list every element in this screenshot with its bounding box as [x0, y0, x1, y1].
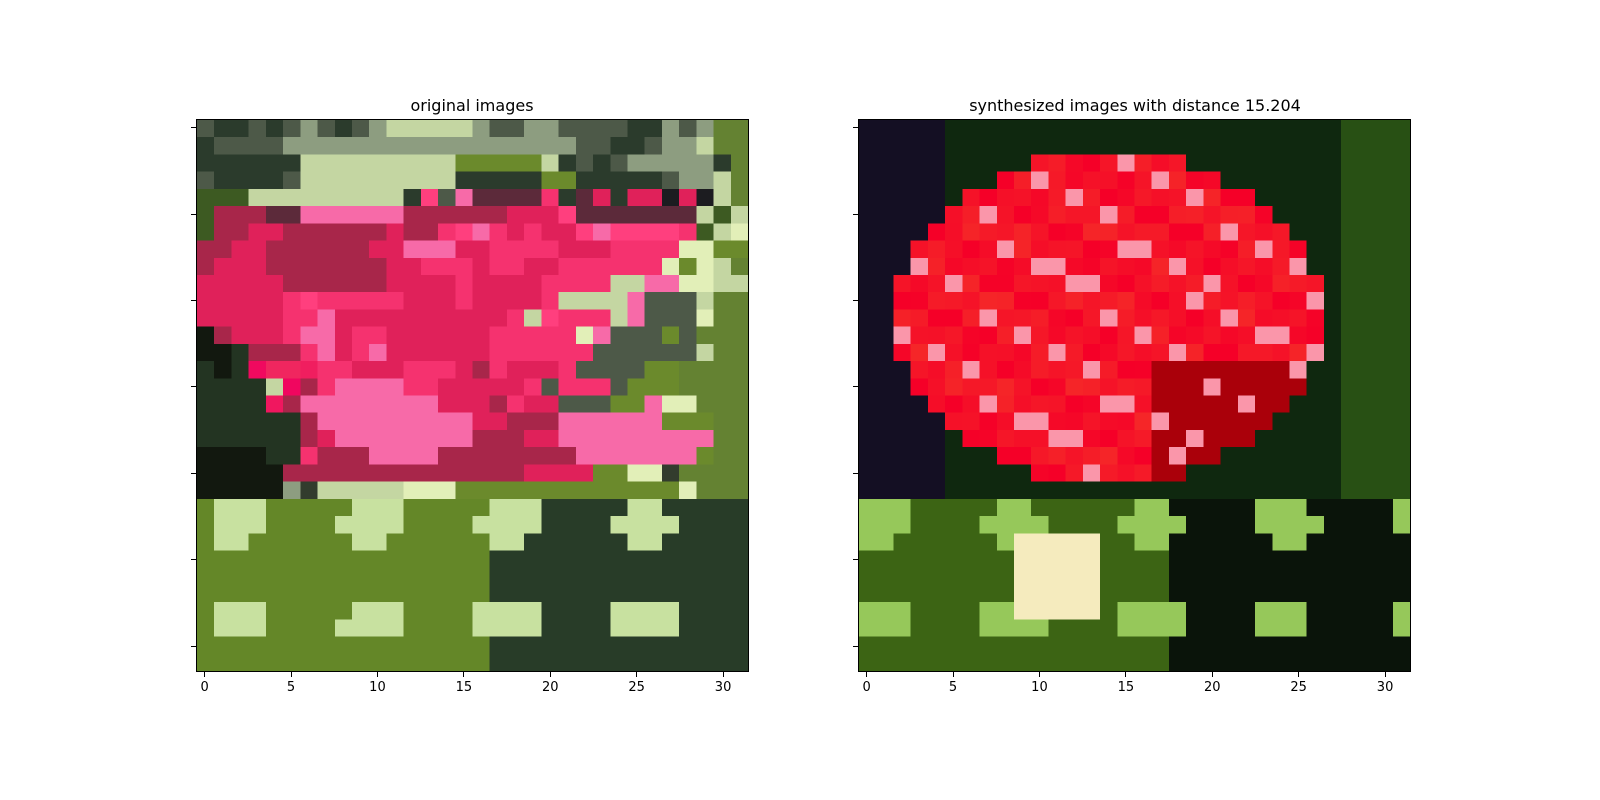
x-tick-label: 30: [1376, 680, 1394, 695]
x-tick-label: 25: [1290, 680, 1307, 695]
y-tick: [191, 213, 196, 215]
y-tick: [853, 127, 858, 129]
x-tick-label: 30: [714, 680, 732, 695]
x-tick-label: 5: [948, 680, 958, 695]
y-tick: [191, 127, 196, 129]
y-tick: [191, 386, 196, 388]
x-tick-label: 0: [200, 680, 209, 695]
x-tick: [636, 672, 638, 677]
y-tick: [853, 213, 858, 215]
x-tick-label: 10: [1031, 680, 1048, 695]
x-tick: [952, 672, 954, 677]
x-tick-label: 20: [1203, 680, 1221, 695]
x-tick: [722, 672, 724, 677]
x-tick: [549, 672, 551, 677]
chart-title-original: original images: [410, 96, 534, 115]
y-tick: [191, 559, 196, 561]
x-tick: [1384, 672, 1386, 677]
x-tick-label: 0: [862, 680, 871, 695]
x-tick-label: 15: [455, 680, 473, 695]
x-tick-label: 5: [286, 680, 296, 695]
image-synthesized: [859, 120, 1410, 671]
y-tick: [853, 386, 858, 388]
y-tick: [191, 299, 196, 301]
chart-title-synthesized: synthesized images with distance 15.204: [969, 96, 1301, 115]
x-tick-label: 15: [1117, 680, 1135, 695]
x-tick-label: 25: [628, 680, 645, 695]
y-tick: [191, 645, 196, 647]
x-tick: [1298, 672, 1300, 677]
y-tick: [853, 299, 858, 301]
x-tick: [290, 672, 292, 677]
x-tick: [204, 672, 206, 677]
x-tick: [1125, 672, 1127, 677]
y-tick: [191, 472, 196, 474]
x-tick: [1038, 672, 1040, 677]
x-tick-label: 20: [541, 680, 559, 695]
x-tick: [1211, 672, 1213, 677]
x-tick: [463, 672, 465, 677]
y-tick: [853, 559, 858, 561]
x-tick: [866, 672, 868, 677]
image-axes-original: [196, 119, 749, 672]
x-tick-label: 10: [369, 680, 386, 695]
image-original: [197, 120, 748, 671]
image-axes-synthesized: [858, 119, 1411, 672]
y-tick: [853, 645, 858, 647]
x-tick: [376, 672, 378, 677]
y-tick: [853, 472, 858, 474]
